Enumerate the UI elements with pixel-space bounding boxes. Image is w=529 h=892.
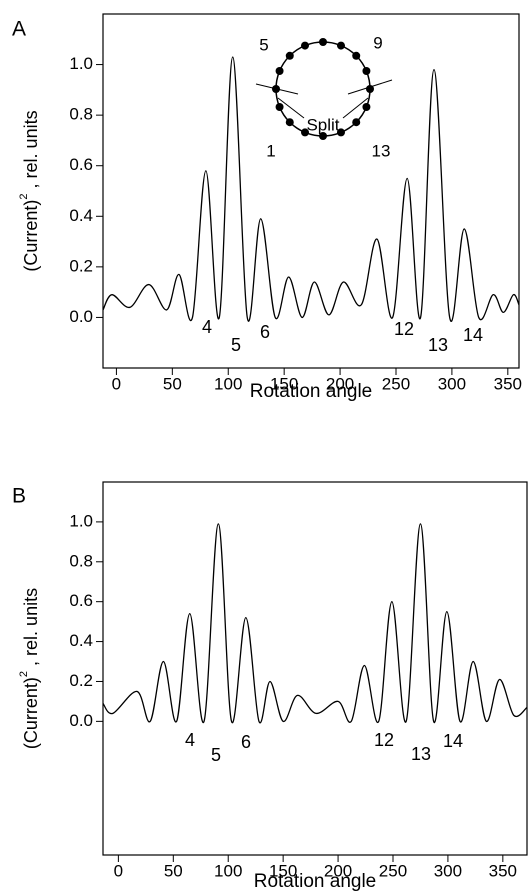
inset-dot bbox=[275, 102, 284, 111]
peak-annotation: 12 bbox=[394, 319, 414, 339]
x-tick-label: 0 bbox=[114, 861, 123, 880]
x-tick-label: 100 bbox=[214, 374, 242, 393]
x-tick-label: 250 bbox=[379, 861, 407, 880]
inset-label: 9 bbox=[373, 33, 382, 52]
peak-annotation: 4 bbox=[185, 730, 195, 750]
inset-dot bbox=[336, 41, 345, 50]
x-tick-label: 300 bbox=[434, 861, 462, 880]
peak-annotation: 14 bbox=[443, 731, 463, 751]
split-arrow bbox=[277, 97, 305, 119]
peak-annotation: 5 bbox=[231, 335, 241, 355]
inset-dot bbox=[319, 38, 327, 46]
x-tick-label: 150 bbox=[270, 374, 298, 393]
y-tick-label: 0.8 bbox=[69, 105, 93, 124]
split-line bbox=[255, 83, 299, 95]
inset-dot bbox=[362, 67, 371, 76]
inset-dot bbox=[352, 118, 361, 127]
x-tick-label: 300 bbox=[438, 374, 466, 393]
x-tick-label: 200 bbox=[324, 861, 352, 880]
peak-annotation: 13 bbox=[428, 335, 448, 355]
y-label-sup: 2 bbox=[18, 193, 30, 199]
x-tick-label: 50 bbox=[164, 861, 183, 880]
y-label-sup: 2 bbox=[18, 671, 30, 677]
y-tick-label: 0.0 bbox=[69, 711, 93, 730]
data-line bbox=[102, 523, 528, 724]
y-tick-label: 0.6 bbox=[69, 591, 93, 610]
y-tick-label: 0.6 bbox=[69, 155, 93, 174]
x-tick-label: 0 bbox=[112, 374, 121, 393]
x-axis-label: Rotation angle bbox=[250, 381, 373, 402]
peak-annotation: 6 bbox=[260, 322, 270, 342]
split-arrow bbox=[342, 97, 369, 119]
y-tick-label: 0.8 bbox=[69, 551, 93, 570]
peak-annotation: 13 bbox=[411, 744, 431, 764]
panel-letter: A bbox=[12, 18, 26, 41]
peak-annotation: 4 bbox=[202, 317, 212, 337]
y-tick-label: 1.0 bbox=[69, 511, 93, 530]
x-tick-label: 200 bbox=[326, 374, 354, 393]
y-axis-label: (Current)2 , rel. units bbox=[18, 110, 41, 271]
split-line bbox=[347, 79, 393, 95]
y-tick-label: 1.0 bbox=[69, 54, 93, 73]
inset-dot bbox=[285, 51, 294, 60]
inset-dot bbox=[336, 128, 345, 137]
x-tick-label: 350 bbox=[494, 374, 522, 393]
peak-annotation: 12 bbox=[374, 730, 394, 750]
x-tick-label: 350 bbox=[489, 861, 517, 880]
y-label-text: (Current) bbox=[21, 677, 41, 749]
inset-dot bbox=[319, 132, 327, 140]
inset-dot bbox=[366, 85, 374, 93]
panel-letter: B bbox=[12, 485, 26, 508]
peak-annotation: 6 bbox=[241, 732, 251, 752]
peak-annotation: 14 bbox=[463, 325, 483, 345]
y-tick-label: 0.0 bbox=[69, 307, 93, 326]
inset-dot bbox=[352, 51, 361, 60]
plot-frame bbox=[102, 13, 520, 369]
y-tick-label: 0.4 bbox=[69, 206, 93, 225]
y-label-suffix: , rel. units bbox=[21, 110, 41, 193]
plot-frame bbox=[102, 481, 528, 856]
inset-dot bbox=[285, 118, 294, 127]
inset-label: 13 bbox=[372, 141, 391, 160]
x-tick-label: 50 bbox=[163, 374, 182, 393]
y-label-text: (Current) bbox=[21, 200, 41, 272]
inset-dot bbox=[301, 41, 310, 50]
x-tick-label: 150 bbox=[269, 861, 297, 880]
x-tick-label: 100 bbox=[214, 861, 242, 880]
y-axis-label: (Current)2 , rel. units bbox=[18, 588, 41, 749]
y-tick-label: 0.2 bbox=[69, 256, 93, 275]
x-tick-label: 250 bbox=[382, 374, 410, 393]
inset-label: 5 bbox=[259, 35, 268, 54]
y-tick-label: 0.4 bbox=[69, 631, 93, 650]
inset-caption: Split bbox=[306, 115, 339, 134]
y-label-suffix: , rel. units bbox=[21, 588, 41, 671]
inset-dot bbox=[362, 102, 371, 111]
x-axis-label: Rotation angle bbox=[254, 871, 377, 892]
peak-annotation: 5 bbox=[211, 745, 221, 765]
inset-label: 1 bbox=[266, 141, 275, 160]
y-tick-label: 0.2 bbox=[69, 671, 93, 690]
data-line bbox=[102, 56, 520, 322]
inset-dot bbox=[275, 67, 284, 76]
inset-dot bbox=[301, 128, 310, 137]
